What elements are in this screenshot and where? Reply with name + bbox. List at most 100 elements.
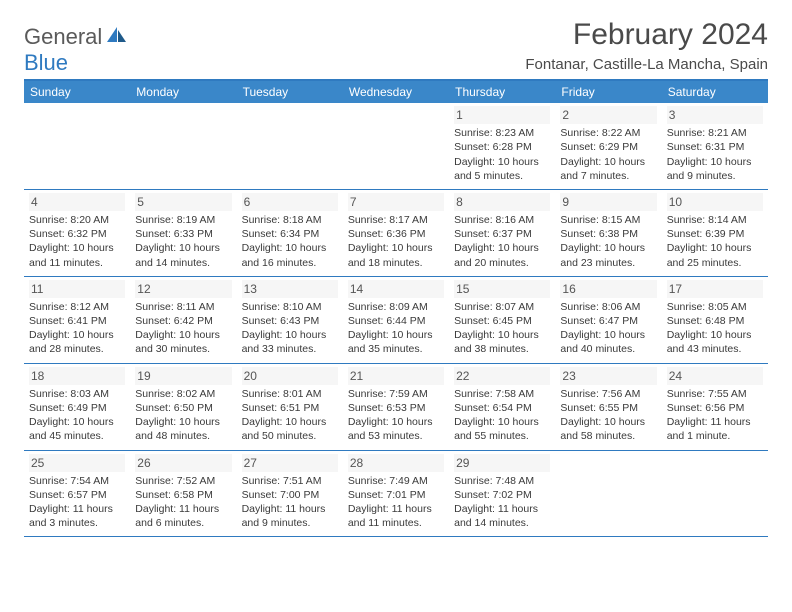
day-cell: 21Sunrise: 7:59 AMSunset: 6:53 PMDayligh… — [343, 364, 449, 450]
day-number: 15 — [454, 280, 550, 298]
day-info-line: Sunset: 6:51 PM — [242, 401, 338, 415]
day-info-line: Sunrise: 8:15 AM — [560, 213, 656, 227]
day-info-line: Sunrise: 8:20 AM — [29, 213, 125, 227]
day-cell: 15Sunrise: 8:07 AMSunset: 6:45 PMDayligh… — [449, 277, 555, 363]
day-header-row: SundayMondayTuesdayWednesdayThursdayFrid… — [24, 81, 768, 103]
day-number: 10 — [667, 193, 763, 211]
day-cell: 7Sunrise: 8:17 AMSunset: 6:36 PMDaylight… — [343, 190, 449, 276]
day-info-line: Sunset: 6:43 PM — [242, 314, 338, 328]
day-info-line: Sunset: 6:42 PM — [135, 314, 231, 328]
day-info-line: Sunset: 6:32 PM — [29, 227, 125, 241]
day-info-line: and 18 minutes. — [348, 256, 444, 270]
day-number: 6 — [242, 193, 338, 211]
day-info-line: Sunset: 7:01 PM — [348, 488, 444, 502]
day-info-line: Daylight: 10 hours — [560, 415, 656, 429]
day-cell: 16Sunrise: 8:06 AMSunset: 6:47 PMDayligh… — [555, 277, 661, 363]
day-cell — [662, 451, 768, 537]
day-info-line: and 45 minutes. — [29, 429, 125, 443]
day-number: 27 — [242, 454, 338, 472]
day-number: 13 — [242, 280, 338, 298]
day-number-empty — [135, 106, 231, 124]
day-info-line: Sunrise: 7:59 AM — [348, 387, 444, 401]
day-info-line: Daylight: 11 hours — [242, 502, 338, 516]
day-info-line: Sunset: 6:28 PM — [454, 140, 550, 154]
day-cell — [130, 103, 236, 189]
day-info-line: and 38 minutes. — [454, 342, 550, 356]
day-info-line: Sunset: 6:54 PM — [454, 401, 550, 415]
day-info-line: Sunrise: 8:09 AM — [348, 300, 444, 314]
day-info-line: Sunset: 6:56 PM — [667, 401, 763, 415]
day-info-line: Daylight: 10 hours — [560, 155, 656, 169]
day-cell: 12Sunrise: 8:11 AMSunset: 6:42 PMDayligh… — [130, 277, 236, 363]
day-header-tuesday: Tuesday — [237, 81, 343, 103]
day-info-line: Daylight: 10 hours — [242, 415, 338, 429]
day-number: 11 — [29, 280, 125, 298]
day-number: 17 — [667, 280, 763, 298]
day-info-line: Sunset: 6:37 PM — [454, 227, 550, 241]
header: General February 2024 Fontanar, Castille… — [24, 18, 768, 73]
day-info-line: Daylight: 10 hours — [348, 328, 444, 342]
day-cell: 23Sunrise: 7:56 AMSunset: 6:55 PMDayligh… — [555, 364, 661, 450]
day-cell: 28Sunrise: 7:49 AMSunset: 7:01 PMDayligh… — [343, 451, 449, 537]
day-number: 19 — [135, 367, 231, 385]
day-info-line: Sunrise: 8:01 AM — [242, 387, 338, 401]
day-number-empty — [667, 454, 763, 472]
brand-part2: Blue — [24, 50, 68, 76]
day-info-line: Sunrise: 8:07 AM — [454, 300, 550, 314]
day-info-line: Sunrise: 7:58 AM — [454, 387, 550, 401]
day-info-line: Sunset: 6:48 PM — [667, 314, 763, 328]
day-info-line: and 14 minutes. — [135, 256, 231, 270]
day-info-line: Sunset: 6:49 PM — [29, 401, 125, 415]
day-number: 25 — [29, 454, 125, 472]
brand-logo: General — [24, 18, 130, 50]
day-info-line: and 14 minutes. — [454, 516, 550, 530]
day-info-line: Daylight: 10 hours — [454, 415, 550, 429]
day-header-sunday: Sunday — [24, 81, 130, 103]
day-header-monday: Monday — [130, 81, 236, 103]
day-number: 21 — [348, 367, 444, 385]
day-number: 14 — [348, 280, 444, 298]
day-number: 9 — [560, 193, 656, 211]
day-number-empty — [29, 106, 125, 124]
day-info-line: and 55 minutes. — [454, 429, 550, 443]
day-header-thursday: Thursday — [449, 81, 555, 103]
day-info-line: Sunset: 6:31 PM — [667, 140, 763, 154]
day-info-line: Daylight: 10 hours — [29, 415, 125, 429]
day-cell: 17Sunrise: 8:05 AMSunset: 6:48 PMDayligh… — [662, 277, 768, 363]
day-info-line: Daylight: 10 hours — [242, 328, 338, 342]
sail-icon — [106, 26, 128, 49]
day-number: 24 — [667, 367, 763, 385]
brand-part1: General — [24, 24, 102, 50]
day-info-line: Sunset: 7:00 PM — [242, 488, 338, 502]
day-info-line: Daylight: 10 hours — [454, 328, 550, 342]
day-info-line: Sunrise: 8:23 AM — [454, 126, 550, 140]
day-cell: 14Sunrise: 8:09 AMSunset: 6:44 PMDayligh… — [343, 277, 449, 363]
day-info-line: and 48 minutes. — [135, 429, 231, 443]
day-info-line: Sunset: 6:55 PM — [560, 401, 656, 415]
day-info-line: Daylight: 10 hours — [560, 241, 656, 255]
day-cell — [343, 103, 449, 189]
day-info-line: and 53 minutes. — [348, 429, 444, 443]
day-info-line: Sunset: 6:47 PM — [560, 314, 656, 328]
day-info-line: and 1 minute. — [667, 429, 763, 443]
day-number: 18 — [29, 367, 125, 385]
day-info-line: Daylight: 10 hours — [667, 155, 763, 169]
day-number: 4 — [29, 193, 125, 211]
day-info-line: Sunset: 6:41 PM — [29, 314, 125, 328]
day-cell: 11Sunrise: 8:12 AMSunset: 6:41 PMDayligh… — [24, 277, 130, 363]
day-number: 1 — [454, 106, 550, 124]
day-info-line: Sunrise: 7:48 AM — [454, 474, 550, 488]
day-number: 23 — [560, 367, 656, 385]
day-info-line: Daylight: 10 hours — [135, 415, 231, 429]
day-number-empty — [242, 106, 338, 124]
week-row: 11Sunrise: 8:12 AMSunset: 6:41 PMDayligh… — [24, 277, 768, 364]
day-number: 28 — [348, 454, 444, 472]
day-info-line: Sunrise: 8:06 AM — [560, 300, 656, 314]
day-info-line: and 9 minutes. — [242, 516, 338, 530]
day-info-line: and 40 minutes. — [560, 342, 656, 356]
day-info-line: Sunrise: 7:55 AM — [667, 387, 763, 401]
weeks-container: 1 Sunrise: 8:23 AMSunset: 6:28 PM Daylight… — [24, 103, 768, 537]
day-info-line: Sunrise: 7:51 AM — [242, 474, 338, 488]
day-info-line: Sunrise: 7:54 AM — [29, 474, 125, 488]
day-info-line: and 25 minutes. — [667, 256, 763, 270]
